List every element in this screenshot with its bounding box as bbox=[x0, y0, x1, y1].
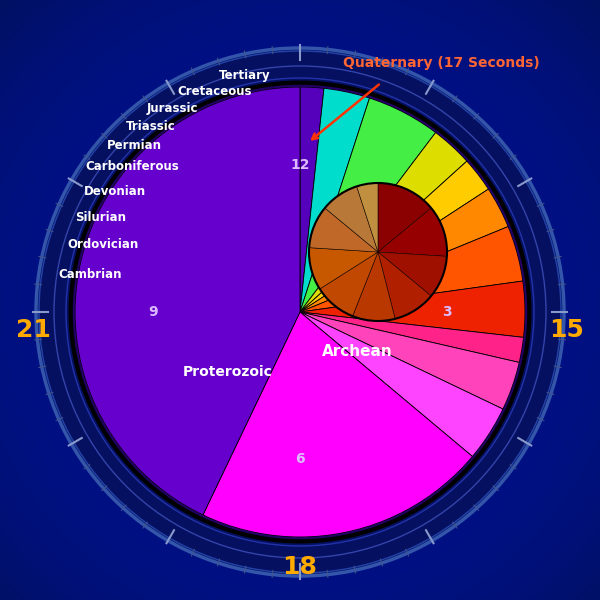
Text: Permian: Permian bbox=[107, 139, 162, 152]
Wedge shape bbox=[378, 183, 431, 252]
Text: 9: 9 bbox=[148, 305, 158, 319]
Wedge shape bbox=[356, 183, 378, 252]
Text: Cambrian: Cambrian bbox=[59, 268, 122, 281]
Text: Tertiary: Tertiary bbox=[219, 68, 271, 82]
Wedge shape bbox=[309, 208, 378, 252]
Text: 21: 21 bbox=[16, 318, 50, 342]
Wedge shape bbox=[300, 312, 527, 363]
Text: Devonian: Devonian bbox=[84, 185, 146, 199]
Text: Archean: Archean bbox=[322, 343, 392, 358]
Text: 15: 15 bbox=[550, 318, 584, 342]
Wedge shape bbox=[300, 312, 522, 410]
Text: 12: 12 bbox=[290, 158, 310, 172]
Text: Carboniferous: Carboniferous bbox=[86, 160, 179, 173]
Wedge shape bbox=[300, 159, 491, 312]
Wedge shape bbox=[378, 208, 447, 256]
Wedge shape bbox=[300, 85, 370, 312]
Wedge shape bbox=[320, 252, 378, 316]
Wedge shape bbox=[300, 312, 506, 458]
Wedge shape bbox=[300, 226, 526, 312]
Text: 18: 18 bbox=[283, 555, 317, 579]
Wedge shape bbox=[300, 84, 325, 312]
Text: Proterozoic: Proterozoic bbox=[183, 365, 273, 379]
Wedge shape bbox=[309, 248, 378, 289]
Circle shape bbox=[36, 48, 564, 576]
Wedge shape bbox=[72, 84, 300, 518]
Wedge shape bbox=[378, 252, 431, 319]
Text: 6: 6 bbox=[295, 452, 305, 466]
Text: Ordovician: Ordovician bbox=[67, 238, 139, 251]
Text: 3: 3 bbox=[442, 305, 452, 319]
Text: Quaternary (17 Seconds): Quaternary (17 Seconds) bbox=[343, 56, 539, 70]
Wedge shape bbox=[378, 252, 447, 296]
Wedge shape bbox=[300, 130, 469, 312]
Wedge shape bbox=[300, 187, 511, 312]
Wedge shape bbox=[300, 95, 437, 312]
Text: Silurian: Silurian bbox=[76, 211, 127, 224]
Wedge shape bbox=[325, 187, 378, 252]
Wedge shape bbox=[353, 252, 395, 321]
Wedge shape bbox=[300, 281, 528, 338]
Text: Cretaceous: Cretaceous bbox=[177, 85, 251, 98]
Wedge shape bbox=[202, 312, 475, 540]
Text: Triassic: Triassic bbox=[126, 119, 176, 133]
Text: Jurassic: Jurassic bbox=[147, 101, 199, 115]
